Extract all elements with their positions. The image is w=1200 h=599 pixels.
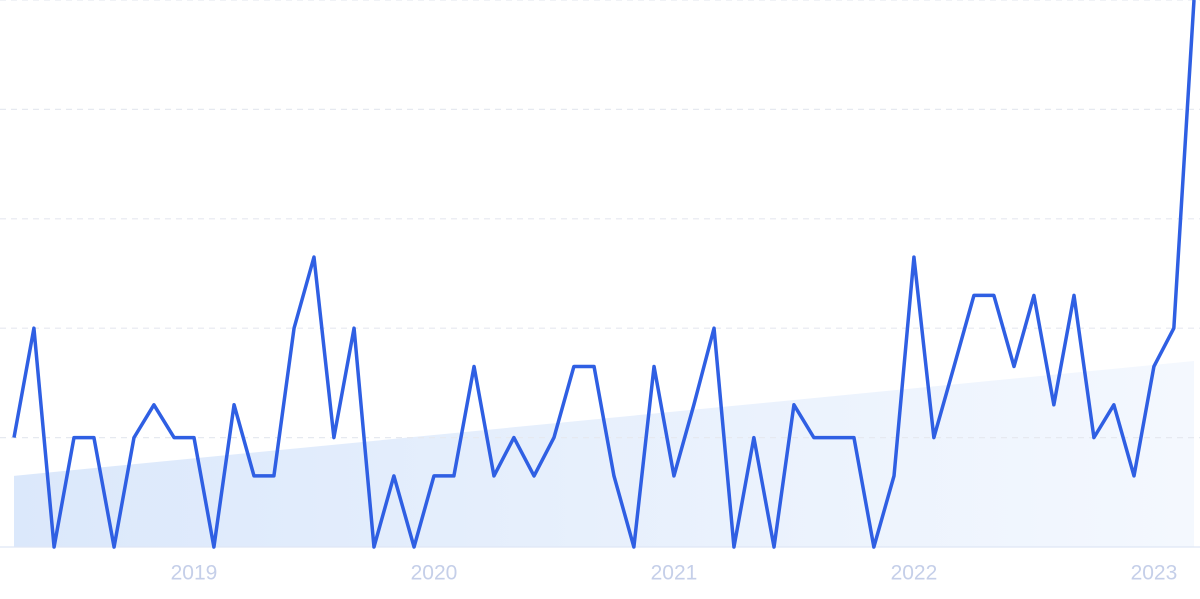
- trend-area: [14, 361, 1194, 547]
- x-tick-label: 2020: [411, 562, 458, 585]
- x-tick-label: 2022: [891, 562, 938, 585]
- x-tick-label: 2023: [1131, 562, 1178, 585]
- line: [12, 0, 1196, 549]
- x-tick-label: 2021: [651, 562, 698, 585]
- x-tick-label: 2019: [171, 562, 218, 585]
